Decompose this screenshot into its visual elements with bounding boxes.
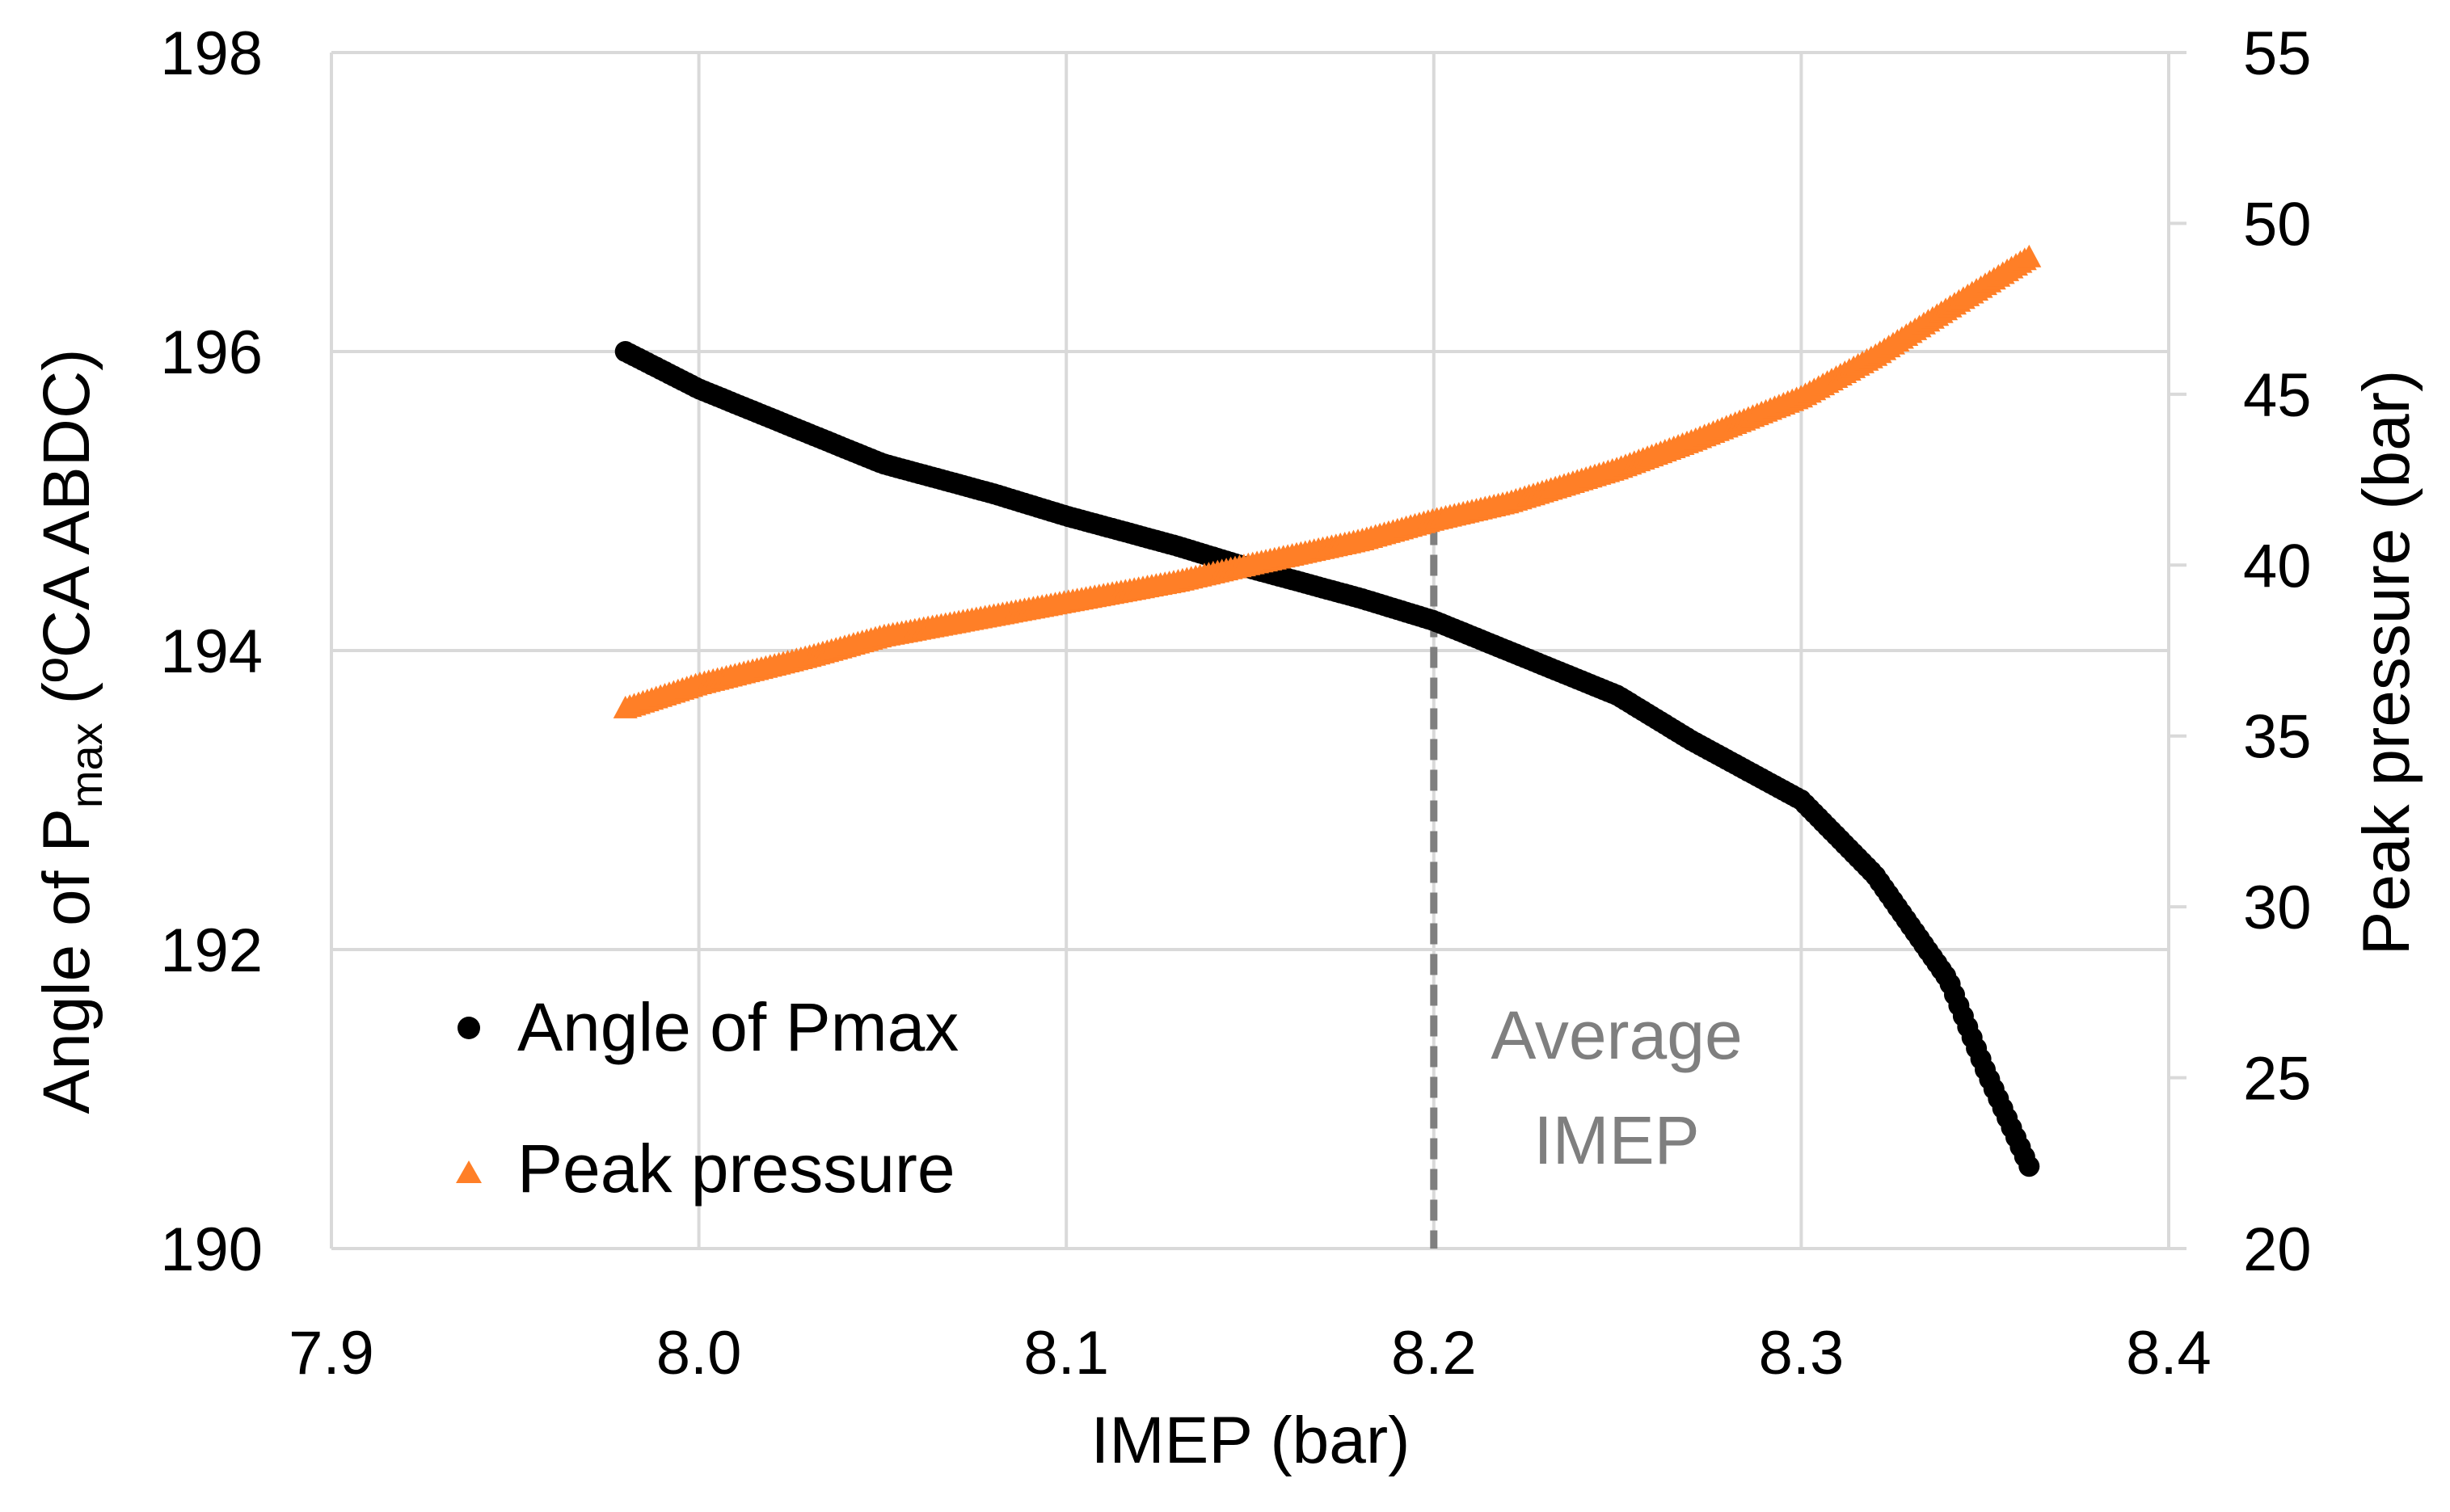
x-tick-label-3: 8.2 (1391, 1319, 1477, 1388)
average-imep-text-0: Average (1491, 997, 1742, 1073)
y-right-tick-label-6: 50 (2243, 190, 2312, 259)
angle-marker (2018, 1156, 2040, 1177)
x-tick-label-1: 8.0 (656, 1319, 742, 1388)
x-tick-label-5: 8.4 (2126, 1319, 2212, 1388)
legend-peak-label: Peak pressure (517, 1131, 955, 1207)
y-right-tick-label-2: 30 (2243, 874, 2312, 942)
x-tick-label-4: 8.3 (1759, 1319, 1845, 1388)
y-left-tick-label-2: 194 (160, 617, 263, 686)
plot-frame (330, 51, 2186, 1250)
legend: Angle of Pmax Peak pressure (456, 989, 959, 1207)
average-imep-annotation: Average IMEP (1430, 524, 1743, 1249)
legend-peak-marker (456, 1160, 482, 1183)
y-left-tick-label-0: 190 (160, 1215, 263, 1284)
y-right-tick-label-1: 25 (2243, 1045, 2312, 1114)
x-axis-label: IMEP (bar) (1091, 1404, 1411, 1477)
x-tick-label-2: 8.1 (1023, 1319, 1109, 1388)
y-left-tick-label-1: 192 (160, 916, 263, 985)
y-axis-right-label: Peak pressure (bar) (2350, 370, 2423, 956)
tick-labels: 7.9 8.0 8.1 8.2 8.3 8.4 190 192 194 196 198 20 25 30 3… (160, 19, 2311, 1388)
y-right-tick-label-7: 55 (2243, 19, 2312, 88)
peak-marker (2017, 244, 2042, 267)
legend-angle-label: Angle of Pmax (517, 989, 959, 1065)
x-tick-label-0: 7.9 (289, 1319, 374, 1388)
y-right-tick-label-4: 40 (2243, 532, 2312, 600)
y-axis-left-label: Angle of Pmax (ºCA ABDC) (30, 349, 112, 1114)
legend-angle-marker (458, 1017, 480, 1039)
y-right-tick-label-5: 45 (2243, 361, 2312, 430)
y-right-tick-label-3: 35 (2243, 703, 2312, 772)
y-left-label-unit: (ºCA ABDC) (30, 349, 103, 723)
y-left-tick-label-4: 198 (160, 19, 263, 88)
series-angle-of-pmax (614, 341, 2040, 1177)
y-left-label-main: Angle of P (30, 808, 103, 1114)
y-left-tick-label-3: 196 (160, 318, 263, 387)
average-imep-text-1: IMEP (1533, 1102, 1699, 1178)
grid-lines (330, 51, 2170, 1250)
y-right-tick-label-0: 20 (2243, 1215, 2312, 1284)
y-left-label-subscript: max (61, 722, 112, 808)
data-series (613, 244, 2042, 1177)
series-peak-pressure (613, 244, 2042, 718)
